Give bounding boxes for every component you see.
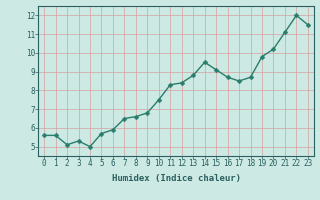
X-axis label: Humidex (Indice chaleur): Humidex (Indice chaleur) — [111, 174, 241, 183]
